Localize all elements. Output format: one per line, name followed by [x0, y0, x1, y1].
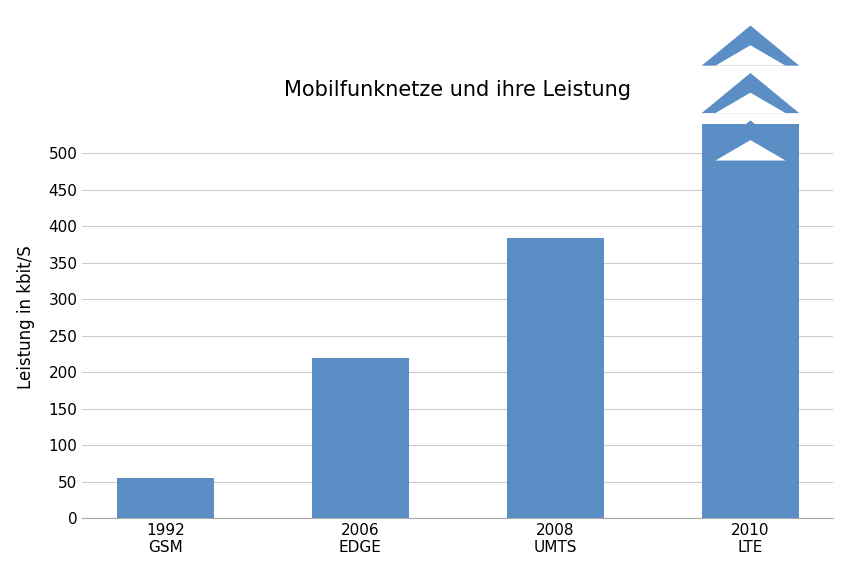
Title: Mobilfunknetze und ihre Leistung: Mobilfunknetze und ihre Leistung [285, 80, 632, 100]
Polygon shape [702, 73, 799, 113]
Bar [702, 124, 799, 518]
Y-axis label: Leistung in kbit/S: Leistung in kbit/S [17, 245, 35, 390]
Polygon shape [702, 26, 799, 66]
Bar [507, 238, 604, 518]
Bar [116, 478, 214, 518]
Bar [312, 358, 409, 518]
Polygon shape [702, 121, 799, 161]
Polygon shape [716, 93, 785, 113]
Polygon shape [716, 45, 785, 66]
Polygon shape [716, 140, 785, 161]
